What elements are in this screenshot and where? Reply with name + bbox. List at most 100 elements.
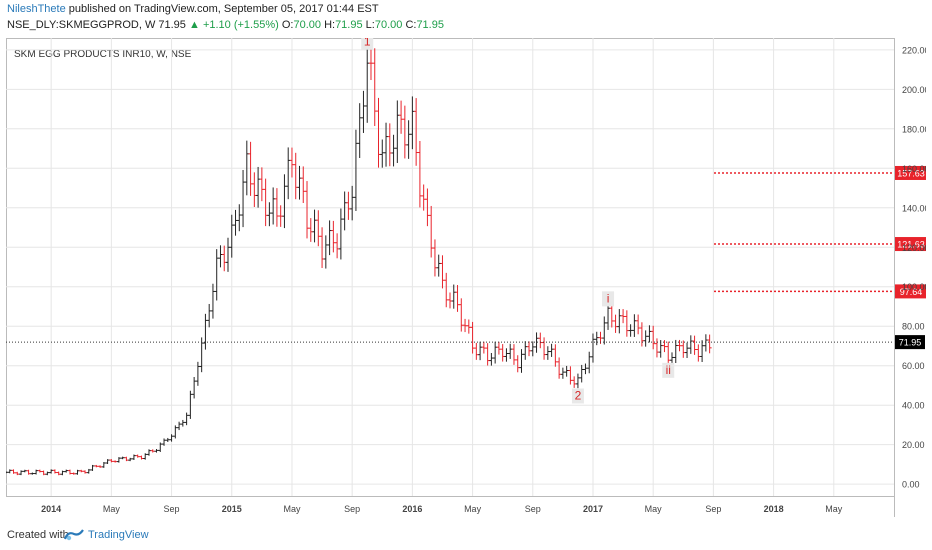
symbol-info: NSE_DLY:SKMEGGPROD, W 71.95 ▲ +1.10 (+1.…	[7, 19, 444, 31]
ohlc-bar	[26, 469, 31, 475]
low-value: 70.00	[374, 19, 403, 31]
ohlc-bar	[342, 191, 347, 231]
ohlc-bar	[233, 209, 238, 236]
ohlc-bar	[316, 210, 321, 247]
ohlc-bar	[180, 419, 185, 427]
ohlc-bar	[94, 464, 99, 468]
ohlc-bar	[380, 139, 385, 168]
ohlc-bar	[545, 346, 550, 360]
y-tick-label: 220.00	[902, 45, 926, 55]
ohlc-bar	[128, 457, 133, 462]
ohlc-bar	[323, 235, 328, 269]
y-tick-label: 20.00	[902, 440, 925, 450]
ohlc-bar	[658, 340, 663, 358]
ohlc-bars	[4, 46, 894, 476]
ohlc-bar	[365, 46, 370, 123]
ohlc-bar	[109, 459, 114, 463]
ohlc-bar	[643, 330, 648, 347]
ohlc-bar	[177, 421, 182, 431]
ohlc-bar	[263, 178, 268, 227]
ohlc-bar	[86, 468, 91, 474]
wave-label: ii	[666, 363, 671, 377]
ohlc-bar	[534, 332, 539, 353]
ohlc-bar	[210, 283, 215, 319]
x-tick-label: May	[825, 504, 843, 514]
grid	[6, 38, 894, 496]
ohlc-bar	[372, 48, 377, 127]
ohlc-bar	[440, 255, 445, 289]
ohlc-bar	[504, 348, 509, 362]
ohlc-bar	[98, 465, 103, 468]
ohlc-bar	[305, 181, 310, 239]
ohlc-bar	[617, 309, 622, 334]
time-axis[interactable]: 2014 May Sep 2015 May Sep 2016 May Sep 2017 May Sep…	[41, 504, 843, 514]
ohlc-bar	[278, 205, 283, 227]
chart-title: SKM EGG PRODUCTS INR10, W, NSE	[14, 49, 192, 60]
ohlc-bar	[338, 208, 343, 260]
ohlc-bar	[575, 373, 580, 389]
ohlc-bar	[11, 469, 16, 474]
ohlc-bar	[67, 469, 72, 475]
ohlc-bar	[496, 341, 501, 355]
tradingview-logo-icon[interactable]	[63, 528, 84, 547]
ohlc-bar	[241, 170, 246, 228]
ohlc-bar	[361, 90, 366, 133]
ohlc-bar	[244, 140, 249, 196]
ohlc-bar	[651, 325, 656, 350]
x-tick-label: 2016	[402, 504, 422, 514]
ohlc-bar	[421, 184, 426, 211]
high-value: 71.95	[335, 19, 363, 31]
ohlc-bar	[267, 202, 272, 227]
ohlc-bar	[391, 134, 396, 167]
ohlc-bar	[139, 455, 144, 460]
ohlc-bar	[301, 166, 306, 204]
ohlc-bar	[146, 449, 151, 456]
y-tick-label: 200.00	[902, 85, 926, 95]
wave-label-box	[571, 388, 584, 404]
ohlc-bar	[406, 120, 411, 159]
chart-frame[interactable]: SKM EGG PRODUCTS INR10, W, NSE 157.63 121…	[4, 35, 930, 517]
ohlc-bar	[432, 239, 437, 277]
x-tick-label: May	[464, 504, 482, 514]
price-axis[interactable]: 220.00 200.00 180.00 160.00 140.00 120.00 100.…	[895, 45, 930, 490]
ohlc-bar	[124, 456, 129, 462]
ohlc-bar	[519, 349, 524, 373]
x-tick-label: 2017	[583, 504, 603, 514]
ohlc-bar	[402, 105, 407, 159]
low-label: L:	[365, 19, 375, 31]
wave-label-box	[662, 362, 675, 378]
ohlc-bar	[553, 344, 558, 367]
ohlc-bar	[90, 464, 95, 471]
ohlc-bar	[64, 469, 69, 473]
ohlc-bar	[451, 284, 456, 309]
ohlc-bar	[131, 454, 136, 460]
ohlc-bar	[184, 412, 189, 426]
ohlc-bar	[30, 472, 35, 475]
ohlc-bar	[101, 462, 106, 468]
ohlc-bar	[410, 96, 415, 150]
ohlc-bar	[481, 341, 486, 354]
ohlc-bar	[549, 343, 554, 357]
ohlc-bar	[188, 390, 193, 419]
ohlc-bar	[173, 425, 178, 439]
tradingview-brand-link[interactable]: TradingView	[88, 529, 149, 541]
ohlc-bar	[417, 140, 422, 208]
ohlc-bar	[297, 165, 302, 200]
author-link[interactable]: NileshThete	[7, 3, 66, 15]
ohlc-bar	[22, 469, 27, 473]
ohlc-bar	[226, 237, 230, 272]
ohlc-bar	[199, 337, 204, 373]
ohlc-bar	[707, 334, 712, 354]
ohlc-bar	[587, 351, 592, 374]
ohlc-bar	[542, 337, 547, 360]
ohlc-bar	[590, 333, 595, 363]
ohlc-bar	[368, 46, 373, 81]
x-tick-label: May	[645, 504, 663, 514]
price-chart[interactable]: SKM EGG PRODUCTS INR10, W, NSE 157.63121…	[4, 35, 930, 517]
ohlc-bar	[662, 340, 667, 353]
ohlc-bar	[282, 174, 287, 229]
x-tick-label: Sep	[344, 504, 360, 514]
ohlc-bar	[621, 309, 626, 324]
close-label: C:	[405, 19, 417, 31]
ohlc-bar	[436, 254, 441, 277]
